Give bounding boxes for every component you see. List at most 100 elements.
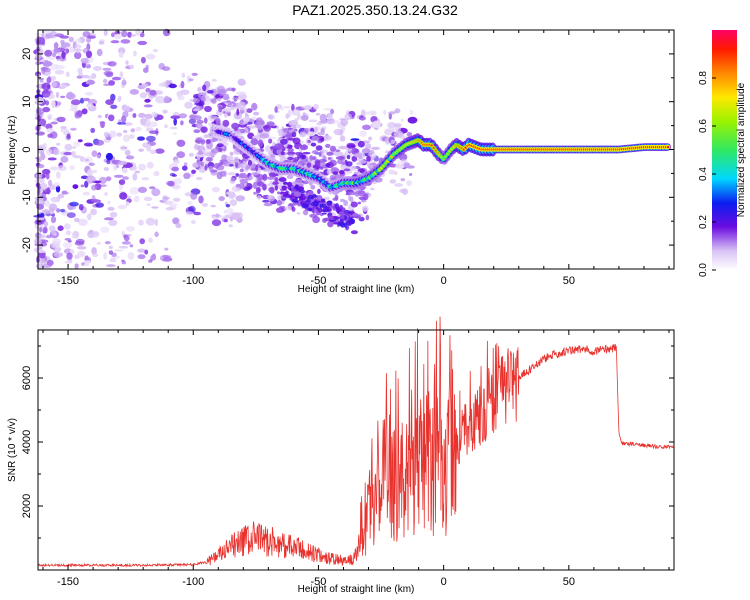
spectrogram-noise-blob (125, 155, 135, 160)
spectrogram-noise-blob (173, 132, 177, 135)
spectrogram-noise-blob (325, 143, 331, 148)
spectrogram-noise-blob (103, 167, 110, 171)
spectrogram-noise-blob (153, 170, 160, 177)
spectrogram-noise-blob (319, 113, 327, 122)
spectrogram-noise-blob (155, 95, 165, 104)
spectrogram-noise-blob (56, 208, 60, 213)
spectrogram-noise-blob (91, 247, 97, 255)
spectrogram-noise-blob (116, 122, 127, 125)
spectrogram-noise-blob (143, 196, 153, 202)
spectrogram-noise-blob (334, 203, 340, 210)
spectrogram-noise-blob (138, 112, 146, 118)
spectrogram-noise-blob (281, 185, 287, 191)
spectrogram-noise-blob (80, 97, 85, 104)
spectrogram-noise-blob (269, 153, 276, 159)
spectrogram-noise-blob (103, 70, 114, 76)
spectrogram-noise-blob (39, 258, 46, 266)
spectrogram-noise-blob (406, 180, 412, 187)
spectrogram-noise-blob (339, 135, 346, 142)
spectrogram-noise-blob (263, 124, 271, 132)
spectrogram-noise-blob (145, 87, 151, 93)
spectrogram-noise-blob (119, 145, 127, 151)
spectrogram-noise-blob (180, 80, 185, 89)
spectrogram-noise-blob (317, 132, 325, 136)
spectrogram-noise-blob (183, 172, 191, 179)
spectrogram-noise-blob (42, 106, 51, 113)
spectrogram-noise-blob (46, 128, 54, 133)
spectrogram-noise-blob (288, 120, 299, 127)
spectrogram-noise-blob (69, 164, 75, 171)
spectrogram-ridge-point (432, 146, 435, 149)
spectrogram-noise-blob (383, 110, 387, 115)
spectrogram-noise-blob (246, 108, 253, 113)
spectrogram-noise-blob (180, 89, 190, 95)
spectrogram-noise-blob (312, 216, 320, 224)
spectrogram-noise-blob (76, 75, 83, 79)
spectrogram-x-label: Height of straight line (km) (298, 284, 415, 295)
spectrogram-noise-blob (121, 259, 125, 262)
spectrogram-noise-blob (128, 134, 135, 139)
spectrogram-noise-blob (39, 80, 44, 83)
spectrogram-noise-blob (256, 174, 265, 181)
spectrogram-noise-blob (326, 200, 333, 206)
spectrogram-noise-blob (184, 101, 193, 109)
spectrogram-noise-blob (299, 140, 305, 144)
spectrogram-noise-blob (50, 64, 60, 70)
spectrogram-noise-blob (50, 216, 57, 224)
spectrogram-noise-blob (45, 100, 50, 106)
spectrogram-noise-blob (335, 156, 345, 160)
spectrogram-noise-blob (278, 177, 287, 182)
spectrogram-y-tick-label: 0 (21, 146, 33, 152)
spectrogram-noise-blob (156, 114, 164, 121)
spectrogram-noise-blob (169, 172, 176, 177)
spectrogram-noise-blob (315, 145, 323, 151)
spectrogram-noise-blob (257, 139, 264, 147)
spectrogram-noise-blob (125, 201, 130, 206)
spectrogram-noise-blob (77, 250, 86, 258)
spectrogram-noise-blob (176, 151, 186, 159)
spectrogram-noise-blob (360, 109, 366, 117)
spectrogram-noise-blob (344, 113, 353, 121)
spectrogram-noise-blob (315, 160, 321, 167)
figure-title: PAZ1.2025.350.13.24.G32 (292, 2, 458, 18)
spectrogram-y-tick-label: -10 (21, 189, 33, 205)
spectrogram-noise-blob (35, 218, 44, 225)
spectrogram-noise-blob (216, 143, 224, 148)
spectrogram-noise-blob (141, 177, 150, 181)
spectrogram-noise-blob (296, 186, 304, 190)
spectrogram-noise-blob (172, 184, 181, 190)
spectrogram-noise-blob (122, 111, 129, 118)
spectrogram-noise-blob (81, 108, 88, 115)
spectrogram-noise-blob (149, 149, 157, 154)
spectrogram-noise-blob (236, 108, 240, 116)
spectrogram-noise-blob (108, 80, 115, 86)
spectrogram-noise-blob (291, 199, 295, 203)
spectrogram-noise-blob (307, 139, 311, 144)
spectrogram-noise-blob (316, 195, 323, 201)
spectrogram-noise-blob (52, 147, 59, 156)
spectrogram-noise-blob (51, 80, 58, 88)
spectrogram-noise-blob (164, 124, 168, 129)
spectrogram-noise-blob (400, 118, 404, 122)
spectrogram-noise-blob (296, 212, 301, 215)
spectrogram-noise-blob (351, 212, 359, 218)
spectrogram-noise-blob (236, 91, 247, 95)
spectrogram-noise-blob (122, 77, 126, 85)
spectrogram-noise-blob (125, 60, 129, 65)
spectrogram-noise-blob (163, 196, 170, 200)
spectrogram-noise-blob (321, 198, 326, 203)
spectrogram-noise-blob (169, 126, 178, 130)
spectrogram-noise-blob (50, 121, 58, 125)
spectrogram-noise-blob (291, 131, 297, 138)
spectrogram-noise-blob (198, 166, 206, 174)
spectrogram-noise-blob (229, 151, 234, 156)
colorbar-tick-label: 0.6 (698, 119, 709, 133)
spectrogram-noise-blob (46, 234, 52, 239)
spectrogram-noise-blob (108, 245, 113, 250)
spectrogram-noise-blob (72, 184, 79, 190)
spectrogram-noise-blob (333, 128, 343, 136)
spectrogram-noise-blob (187, 200, 193, 206)
spectrogram-noise-blob (65, 48, 70, 54)
spectrogram-noise-blob (74, 51, 82, 60)
spectrogram-noise-blob (143, 104, 153, 108)
